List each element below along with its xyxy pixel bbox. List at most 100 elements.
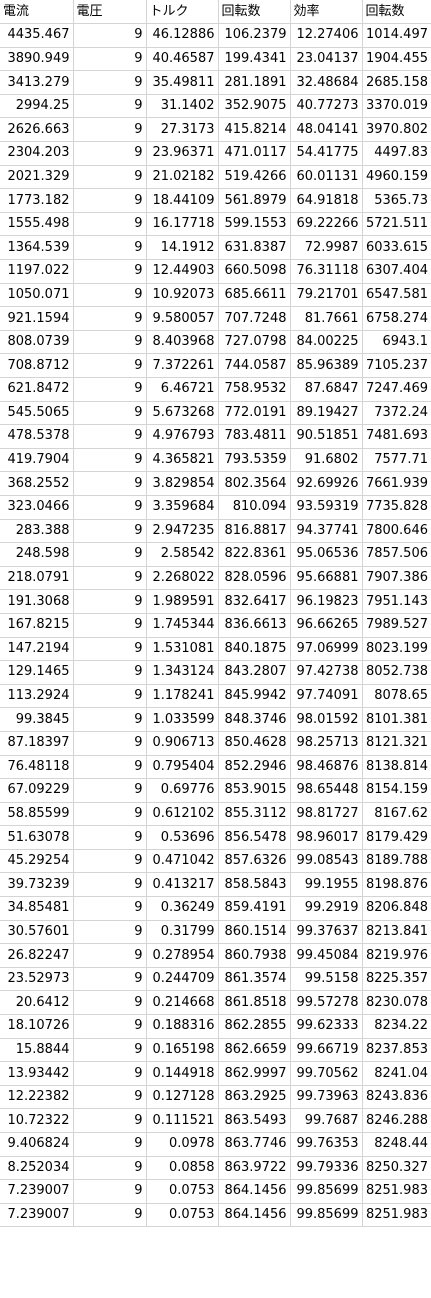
cell-current[interactable]: 67.09229 [0, 778, 74, 803]
cell-efficiency[interactable]: 23.04137 [290, 47, 363, 72]
cell-current[interactable]: 3890.949 [0, 47, 74, 72]
cell-torque[interactable]: 0.53696 [146, 825, 219, 850]
cell-rpm2[interactable]: 8023.199 [362, 637, 431, 662]
cell-voltage[interactable]: 9 [73, 70, 147, 95]
cell-rpm[interactable]: 281.1891 [218, 70, 291, 95]
cell-torque[interactable]: 0.0858 [146, 1156, 219, 1181]
cell-efficiency[interactable]: 98.01592 [290, 707, 363, 732]
cell-rpm2[interactable]: 6758.274 [362, 306, 431, 331]
cell-torque[interactable]: 14.1912 [146, 235, 219, 261]
cell-torque[interactable]: 31.1402 [146, 94, 219, 119]
cell-rpm2[interactable]: 8138.814 [362, 755, 431, 780]
cell-voltage[interactable]: 9 [73, 660, 147, 685]
cell-rpm[interactable]: 861.3574 [218, 967, 291, 992]
cell-rpm[interactable]: 758.9532 [218, 377, 291, 402]
cell-rpm[interactable]: 561.8979 [218, 188, 291, 213]
cell-rpm2[interactable]: 6033.615 [362, 235, 431, 261]
cell-efficiency[interactable]: 95.66881 [290, 566, 363, 591]
cell-current[interactable]: 30.57601 [0, 920, 74, 945]
cell-current[interactable]: 99.3845 [0, 707, 74, 732]
cell-torque[interactable]: 16.17718 [146, 212, 219, 237]
cell-efficiency[interactable]: 94.37741 [290, 519, 363, 544]
cell-torque[interactable]: 0.111521 [146, 1108, 219, 1133]
cell-rpm[interactable]: 852.2946 [218, 755, 291, 780]
cell-torque[interactable]: 0.144918 [146, 1061, 219, 1086]
cell-efficiency[interactable]: 98.25713 [290, 731, 363, 756]
cell-current[interactable]: 39.73239 [0, 872, 74, 898]
cell-rpm[interactable]: 415.8214 [218, 117, 291, 143]
cell-torque[interactable]: 7.372261 [146, 353, 219, 378]
cell-voltage[interactable]: 9 [73, 377, 147, 402]
cell-efficiency[interactable]: 40.77273 [290, 94, 363, 119]
cell-efficiency[interactable]: 69.22266 [290, 212, 363, 237]
cell-torque[interactable]: 3.359684 [146, 495, 219, 520]
cell-rpm[interactable]: 199.4341 [218, 47, 291, 72]
cell-rpm2[interactable]: 7481.693 [362, 424, 431, 449]
cell-rpm2[interactable]: 8248.44 [362, 1132, 431, 1157]
cell-current[interactable]: 129.1465 [0, 660, 74, 685]
cell-rpm[interactable]: 471.0117 [218, 141, 291, 166]
cell-rpm2[interactable]: 8167.62 [362, 802, 431, 827]
cell-efficiency[interactable]: 99.70562 [290, 1061, 363, 1086]
cell-torque[interactable]: 0.69776 [146, 778, 219, 803]
cell-voltage[interactable]: 9 [73, 967, 147, 992]
cell-voltage[interactable]: 9 [73, 990, 147, 1016]
cell-rpm[interactable]: 685.6611 [218, 283, 291, 308]
cell-voltage[interactable]: 9 [73, 23, 147, 48]
cell-efficiency[interactable]: 99.85699 [290, 1179, 363, 1204]
cell-current[interactable]: 283.388 [0, 519, 74, 544]
cell-voltage[interactable]: 9 [73, 1085, 147, 1110]
cell-rpm[interactable]: 843.2807 [218, 660, 291, 685]
cell-torque[interactable]: 1.989591 [146, 589, 219, 614]
cell-rpm2[interactable]: 8101.381 [362, 707, 431, 732]
cell-rpm2[interactable]: 8121.321 [362, 731, 431, 756]
cell-voltage[interactable]: 9 [73, 448, 147, 473]
cell-rpm2[interactable]: 1904.455 [362, 47, 431, 72]
cell-rpm2[interactable]: 8246.288 [362, 1108, 431, 1133]
cell-voltage[interactable]: 9 [73, 519, 147, 544]
cell-rpm2[interactable]: 8189.788 [362, 849, 431, 874]
cell-efficiency[interactable]: 99.45084 [290, 943, 363, 968]
cell-torque[interactable]: 40.46587 [146, 47, 219, 72]
cell-current[interactable]: 1773.182 [0, 188, 74, 213]
cell-current[interactable]: 808.0739 [0, 330, 74, 355]
cell-rpm[interactable]: 862.9997 [218, 1061, 291, 1086]
cell-efficiency[interactable]: 98.81727 [290, 802, 363, 827]
cell-efficiency[interactable]: 97.74091 [290, 684, 363, 709]
cell-rpm2[interactable]: 7800.646 [362, 519, 431, 544]
cell-efficiency[interactable]: 98.65448 [290, 778, 363, 803]
cell-voltage[interactable]: 9 [73, 141, 147, 166]
cell-voltage[interactable]: 9 [73, 1061, 147, 1086]
cell-current[interactable]: 2021.329 [0, 165, 74, 190]
cell-rpm2[interactable]: 8225.357 [362, 967, 431, 992]
cell-rpm2[interactable]: 8198.876 [362, 872, 431, 898]
cell-current[interactable]: 51.63078 [0, 825, 74, 850]
cell-rpm[interactable]: 519.4266 [218, 165, 291, 190]
cell-voltage[interactable]: 9 [73, 495, 147, 520]
cell-torque[interactable]: 0.471042 [146, 849, 219, 874]
cell-current[interactable]: 76.48118 [0, 755, 74, 780]
cell-voltage[interactable]: 9 [73, 896, 147, 921]
cell-rpm[interactable]: 836.6613 [218, 613, 291, 638]
cell-torque[interactable]: 2.58542 [146, 542, 219, 567]
cell-torque[interactable]: 0.278954 [146, 943, 219, 968]
cell-rpm2[interactable]: 7577.71 [362, 448, 431, 473]
cell-rpm[interactable]: 822.8361 [218, 542, 291, 567]
cell-voltage[interactable]: 9 [73, 47, 147, 72]
cell-efficiency[interactable]: 81.7661 [290, 306, 363, 331]
cell-rpm2[interactable]: 5721.511 [362, 212, 431, 237]
cell-current[interactable]: 191.3068 [0, 589, 74, 614]
cell-rpm2[interactable]: 8251.983 [362, 1203, 431, 1228]
cell-current[interactable]: 621.8472 [0, 377, 74, 402]
cell-rpm[interactable]: 853.9015 [218, 778, 291, 803]
cell-rpm[interactable]: 863.2925 [218, 1085, 291, 1110]
cell-rpm[interactable]: 857.6326 [218, 849, 291, 874]
cell-efficiency[interactable]: 92.69926 [290, 471, 363, 496]
cell-voltage[interactable]: 9 [73, 1179, 147, 1204]
cell-voltage[interactable]: 9 [73, 637, 147, 662]
cell-efficiency[interactable]: 99.66719 [290, 1038, 363, 1063]
cell-rpm2[interactable]: 7372.24 [362, 401, 431, 426]
cell-current[interactable]: 1050.071 [0, 283, 74, 308]
cell-rpm[interactable]: 848.3746 [218, 707, 291, 732]
cell-current[interactable]: 7.239007 [0, 1203, 74, 1228]
